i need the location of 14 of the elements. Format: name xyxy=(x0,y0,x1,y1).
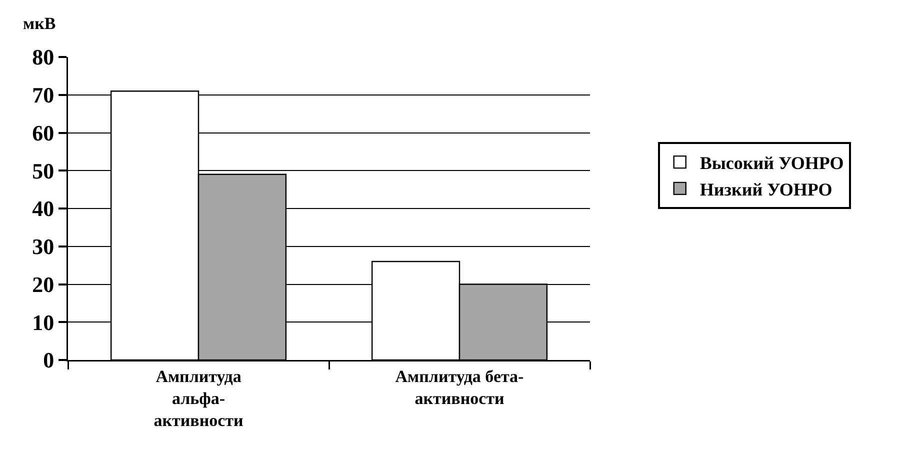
y-tick-label: 0 xyxy=(43,348,54,373)
x-tick-label: Амплитуда альфа-активности xyxy=(154,366,244,430)
y-tick-label: 20 xyxy=(32,272,54,297)
legend-label: Высокий УОНРО xyxy=(700,153,844,174)
y-tick-label: 80 xyxy=(32,44,54,70)
y-tick-label: 30 xyxy=(32,234,54,260)
y-tick-label: 60 xyxy=(32,120,54,146)
x-tick-label: Амплитуда бета-активности xyxy=(395,366,524,408)
y-tick-label: 70 xyxy=(32,82,54,108)
legend-label: Низкий УОНРО xyxy=(700,179,832,200)
y-tick-label: 50 xyxy=(32,158,54,184)
y-axis-title: мкВ xyxy=(23,14,56,33)
y-tick-label: 10 xyxy=(32,310,54,335)
y-tick-label: 40 xyxy=(32,196,54,222)
